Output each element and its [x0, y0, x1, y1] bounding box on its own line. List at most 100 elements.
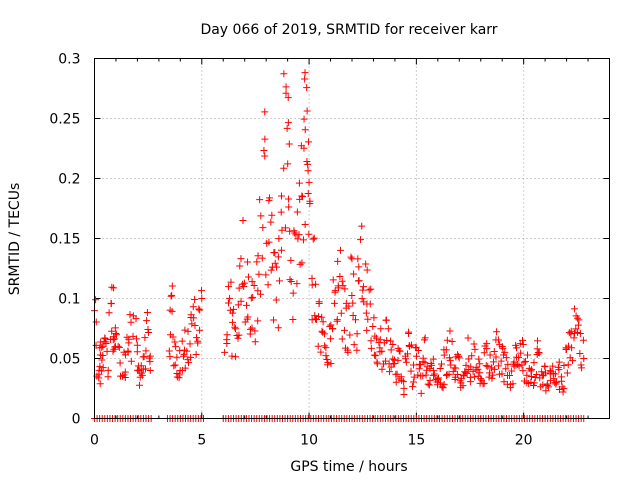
data-point [519, 367, 527, 375]
data-point [291, 229, 299, 237]
data-point [509, 380, 517, 388]
data-point [409, 383, 417, 391]
data-point [552, 378, 560, 386]
data-point [334, 257, 342, 265]
data-point [229, 309, 237, 317]
data-point [188, 320, 196, 328]
data-point [170, 362, 178, 370]
data-point [304, 160, 312, 168]
data-point [515, 362, 523, 370]
data-point [256, 290, 264, 298]
data-point [355, 263, 363, 271]
data-point [125, 339, 133, 347]
data-point [555, 366, 563, 374]
data-point [396, 347, 404, 355]
data-point [114, 342, 122, 350]
data-point [376, 348, 384, 356]
data-point [426, 376, 434, 384]
data-point [143, 309, 151, 317]
data-point [126, 311, 134, 319]
data-point [180, 352, 188, 360]
data-point [168, 307, 176, 315]
data-point [301, 75, 309, 83]
data-point [439, 384, 447, 392]
data-point [493, 328, 501, 336]
data-point [116, 359, 124, 367]
data-point [410, 361, 418, 369]
data-point [247, 294, 255, 302]
data-point [490, 347, 498, 355]
data-point [377, 325, 385, 333]
data-point [344, 346, 352, 354]
x-tick-label: 10 [300, 433, 318, 449]
data-point [300, 115, 308, 123]
data-point [312, 280, 320, 288]
data-point [286, 276, 294, 284]
data-point [519, 340, 527, 348]
data-point [480, 349, 488, 357]
data-point [265, 238, 273, 246]
data-point [322, 352, 330, 360]
data-point [514, 361, 522, 369]
data-point [477, 375, 485, 383]
data-point [253, 258, 261, 266]
data-point [281, 224, 289, 232]
data-point [327, 360, 335, 368]
data-point [482, 362, 490, 370]
data-point [378, 365, 386, 373]
data-point [373, 334, 381, 342]
data-point [301, 221, 309, 229]
data-point [331, 288, 339, 296]
data-point [515, 354, 523, 362]
data-point [470, 373, 478, 381]
data-point [372, 352, 380, 360]
data-point [240, 279, 248, 287]
data-point [280, 70, 288, 78]
data-point [422, 371, 430, 379]
data-point [136, 381, 144, 389]
data-point [319, 318, 327, 326]
data-point [392, 378, 400, 386]
data-point [230, 305, 238, 313]
data-point [362, 260, 370, 268]
data-point [578, 364, 586, 372]
data-point [499, 344, 507, 352]
data-point [327, 321, 335, 329]
data-point [394, 356, 402, 364]
data-point [359, 283, 367, 291]
data-point [358, 222, 366, 230]
data-point [112, 331, 120, 339]
data-point [98, 343, 106, 351]
data-point [469, 367, 477, 375]
data-point [506, 372, 514, 380]
data-point [571, 329, 579, 337]
data-point [256, 196, 264, 204]
data-point [262, 271, 270, 279]
data-point [234, 301, 242, 309]
data-point [284, 119, 292, 127]
data-point [534, 337, 542, 345]
data-point [354, 255, 362, 263]
data-point [112, 330, 120, 338]
data-point [445, 354, 453, 362]
data-point [137, 362, 145, 370]
data-point [304, 189, 312, 197]
data-point [107, 300, 115, 308]
data-point [557, 373, 565, 381]
data-point [512, 344, 520, 352]
data-point [99, 352, 107, 360]
data-point [191, 322, 199, 330]
data-point [438, 360, 446, 368]
data-point [362, 309, 370, 317]
data-point [517, 349, 525, 357]
data-point [320, 330, 328, 338]
data-point [488, 374, 496, 382]
data-point [495, 362, 503, 370]
data-point [563, 369, 571, 377]
data-point [138, 371, 146, 379]
data-point [315, 300, 323, 308]
data-point [355, 277, 363, 285]
data-point [350, 270, 358, 278]
data-point [318, 313, 326, 321]
data-point [423, 366, 431, 374]
